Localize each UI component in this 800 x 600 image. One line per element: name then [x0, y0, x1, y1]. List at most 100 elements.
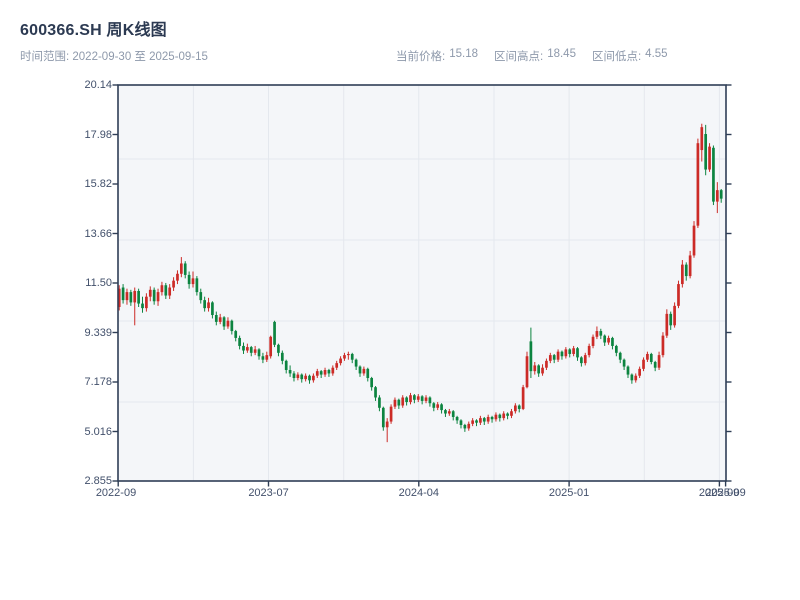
candle-body: [280, 352, 284, 361]
candle-body: [471, 420, 474, 424]
candle-body: [715, 190, 719, 202]
candle-body: [649, 353, 653, 362]
y-axis-tick-label: 17.98: [84, 128, 112, 141]
candle-body: [642, 359, 645, 369]
candle-body: [179, 263, 183, 274]
candle-body: [300, 374, 304, 380]
candle-body: [533, 365, 537, 372]
candle-body: [389, 406, 393, 422]
stat-range-low: 区间低点: 4.55: [591, 48, 668, 63]
candle-body: [440, 404, 443, 411]
candle-body: [692, 225, 696, 256]
stat-range-high: 区间高点: 18.45: [493, 48, 576, 63]
candle-body: [688, 255, 692, 277]
candle-body: [537, 365, 541, 374]
candle-body: [545, 360, 548, 368]
candle-body: [249, 347, 253, 353]
x-axis-tick-label: 2025-01: [548, 487, 590, 499]
candle-body: [152, 289, 156, 302]
candle-body: [564, 349, 568, 357]
candle-body: [646, 353, 649, 360]
candle-body: [141, 303, 144, 309]
plot-background: [118, 85, 726, 481]
x-axis-tick-label: 2022-09: [95, 487, 137, 499]
candle-body: [335, 363, 339, 368]
subtitle-row: 时间范围: 2022-09-30 至 2025-09-15 当前价格: 15.18…: [0, 48, 800, 64]
candle-body: [195, 278, 199, 293]
candle-body: [614, 345, 618, 353]
x-axis-tick-label: 2023-07: [248, 487, 289, 499]
candle-body: [482, 418, 486, 422]
candle-body: [599, 331, 603, 336]
candle-body: [125, 292, 129, 301]
candle-body: [148, 289, 152, 297]
candle-body: [560, 351, 564, 357]
candle-body: [339, 358, 342, 364]
candle-body: [378, 397, 381, 408]
candle-body: [467, 423, 471, 429]
candle-body: [712, 147, 715, 202]
candle-body: [176, 273, 179, 281]
candle-body: [366, 368, 370, 379]
candle-body: [350, 353, 354, 360]
candle-body: [696, 143, 700, 226]
x-axis-tick-label: 2025-09: [705, 487, 746, 499]
candle-body: [354, 359, 358, 367]
price-stats: 当前价格: 15.18 区间高点: 18.45 区间低点: 4.55: [396, 48, 668, 64]
candle-body: [296, 374, 300, 379]
candle-body: [657, 355, 661, 368]
candle-body: [343, 355, 346, 359]
candle-body: [405, 397, 408, 403]
candle-body: [638, 368, 641, 376]
candle-body: [455, 416, 459, 421]
candle-body: [156, 292, 160, 302]
candle-body: [362, 368, 366, 374]
candle-body: [304, 375, 307, 380]
candle-body: [704, 134, 708, 170]
candle-body: [242, 345, 245, 351]
candle-body: [397, 399, 401, 406]
candle-body: [681, 264, 684, 285]
candle-body: [677, 284, 680, 306]
candle-body: [234, 331, 238, 338]
y-axis-tick-label: 2.855: [84, 475, 112, 487]
candle-body: [323, 370, 327, 375]
y-axis-tick-label: 13.66: [84, 227, 112, 240]
candle-body: [347, 353, 350, 356]
candle-body: [568, 349, 572, 354]
candle-body: [436, 404, 440, 408]
candle-body: [117, 288, 121, 307]
candle-body: [145, 296, 148, 309]
candle-body: [331, 367, 335, 374]
candle-body: [370, 378, 374, 388]
candle-body: [580, 357, 583, 364]
y-axis-tick-label: 11.50: [85, 277, 112, 289]
candle-body: [168, 287, 172, 296]
date-range-label: 时间范围: 2022-09-30 至 2025-09-15: [20, 51, 208, 63]
candle-body: [358, 366, 362, 374]
candle-body: [719, 190, 723, 199]
candle-body: [622, 359, 626, 367]
candle-body: [424, 397, 428, 401]
candle-body: [133, 290, 137, 303]
candle-body: [463, 424, 467, 429]
candle-body: [591, 336, 595, 346]
candle-body: [595, 331, 599, 337]
candle-body: [238, 337, 241, 346]
candle-body: [381, 407, 385, 428]
candle-body: [653, 361, 657, 368]
candle-body: [385, 421, 389, 428]
candle-body: [506, 413, 509, 416]
y-axis-tick-label: 5.016: [84, 425, 112, 438]
candle-body: [253, 349, 257, 353]
candle-body: [164, 285, 168, 296]
candle-body: [510, 411, 513, 416]
y-axis-tick-label: 20.14: [84, 79, 112, 91]
candle-body: [261, 356, 265, 360]
candle-body: [444, 410, 447, 414]
candle-body: [312, 375, 315, 381]
candle-body: [587, 345, 591, 356]
candle-body: [572, 348, 575, 354]
candle-body: [214, 315, 218, 322]
candle-body: [137, 290, 140, 304]
